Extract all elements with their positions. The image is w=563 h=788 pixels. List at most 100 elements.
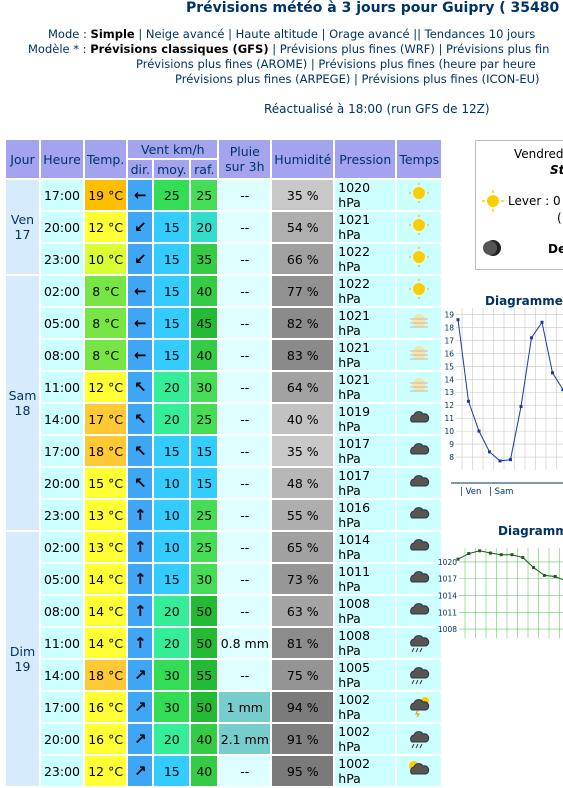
rain: -- — [219, 180, 270, 210]
temperature: 14 °C — [85, 628, 126, 658]
separator: | — [322, 27, 326, 41]
temperature: 13 °C — [85, 500, 126, 530]
wind-direction: ↖ — [128, 436, 152, 466]
nav-link[interactable]: Haute altitude — [236, 27, 318, 41]
humidity: 55 % — [272, 500, 333, 530]
pressure: 1016 hPa — [335, 500, 395, 530]
wind-average: 15 — [154, 436, 189, 466]
nav-link[interactable]: Prévisions plus fin — [446, 42, 549, 56]
pressure: 1021 hPa — [335, 340, 395, 370]
wind-average: 15 — [154, 308, 189, 338]
wind-direction: ↑ — [128, 500, 152, 530]
separator: | — [354, 72, 358, 86]
wind-direction: ↖ — [128, 404, 152, 434]
weather — [397, 692, 441, 722]
point — [520, 405, 523, 408]
wind-gust: 25 — [191, 404, 217, 434]
rain: -- — [219, 532, 270, 562]
wind-average: 15 — [154, 340, 189, 370]
weather-icon — [406, 503, 432, 525]
weather — [397, 404, 441, 434]
y-tick-label: 15 — [444, 362, 454, 371]
wind-average: 25 — [154, 180, 189, 210]
separator: | — [228, 27, 232, 41]
nav-link[interactable]: Orage avancé — [329, 27, 409, 41]
hour: 23:00 — [41, 756, 83, 786]
wind-gust: 25 — [191, 532, 217, 562]
column-header: moy. — [154, 160, 189, 178]
humidity: 35 % — [272, 436, 333, 466]
y-tick-label: 9 — [449, 440, 454, 449]
weather — [397, 596, 441, 626]
humidity: 83 % — [272, 340, 333, 370]
point — [457, 558, 460, 561]
wind-average: 15 — [154, 212, 189, 242]
nav-link[interactable]: Prévisions plus fines (AROME) — [136, 57, 307, 71]
point — [478, 430, 481, 433]
day-box — [475, 140, 563, 270]
pressure: 1014 hPa — [335, 532, 395, 562]
pressure: 1022 hPa — [335, 244, 395, 274]
separator: | — [439, 42, 443, 56]
nav-link[interactable]: Tendances 10 jours — [425, 27, 536, 41]
mode-line: Mode : Simple | Neige avancé | Haute alt… — [48, 27, 535, 41]
nav-link[interactable]: Neige avancé — [146, 27, 225, 41]
humidity: 94 % — [272, 692, 333, 722]
temperature: 18 °C — [85, 660, 126, 690]
model-line: Prévisions plus fines (ARPEGE) | Prévisi… — [175, 72, 540, 86]
y-tick-label: 14 — [444, 375, 454, 384]
model-line: Prévisions plus fines (AROME) | Prévisio… — [136, 57, 536, 71]
wind-direction: ← — [128, 340, 152, 370]
humidity: 63 % — [272, 596, 333, 626]
hour: 20:00 — [41, 212, 83, 242]
y-tick-label: 18 — [444, 323, 454, 332]
wind-average: 15 — [154, 276, 189, 306]
model-line: Modèle * : Prévisions classiques (GFS) |… — [28, 42, 549, 56]
point — [478, 549, 481, 552]
weather-icon — [406, 599, 432, 621]
nav-link[interactable]: Prévisions plus fines (ICON-EU) — [362, 72, 540, 86]
pressure: 1022 hPa — [335, 276, 395, 306]
weather — [397, 628, 441, 658]
rain: -- — [219, 372, 270, 402]
wind-average: 20 — [154, 372, 189, 402]
column-header: Vent km/h — [128, 140, 217, 158]
weather — [397, 340, 441, 370]
y-tick-label: 11 — [444, 414, 454, 423]
wind-gust: 20 — [191, 212, 217, 242]
y-tick-label: 10 — [444, 427, 454, 436]
day-date: 19 — [6, 659, 39, 674]
weather — [397, 308, 441, 338]
hour: 20:00 — [41, 468, 83, 498]
nav-link[interactable]: Prévisions plus fines (heure par heure — [318, 57, 535, 71]
rain: 1 mm — [219, 692, 270, 722]
weather-icon — [406, 439, 432, 461]
nav-link[interactable]: Prévisions plus fines (ARPEGE) — [175, 72, 350, 86]
wind-gust: 45 — [191, 308, 217, 338]
rain: -- — [219, 340, 270, 370]
weather-icon — [406, 567, 432, 589]
weather-icon — [406, 663, 432, 685]
temperature: 8 °C — [85, 308, 126, 338]
point — [509, 458, 512, 461]
day-name: Ven — [6, 212, 39, 227]
point — [467, 400, 470, 403]
nav-link[interactable]: Prévisions plus fines (WRF) — [280, 42, 435, 56]
weather-icon — [406, 535, 432, 557]
weather — [397, 532, 441, 562]
wind-gust: 15 — [191, 468, 217, 498]
rain: -- — [219, 212, 270, 242]
point — [488, 450, 491, 453]
updated-note: Réactualisé à 18:00 (run GFS de 12Z) — [264, 102, 490, 116]
pressure: 1005 hPa — [335, 660, 395, 690]
weather-icon — [406, 311, 432, 333]
pressure: 1002 hPa — [335, 692, 395, 722]
